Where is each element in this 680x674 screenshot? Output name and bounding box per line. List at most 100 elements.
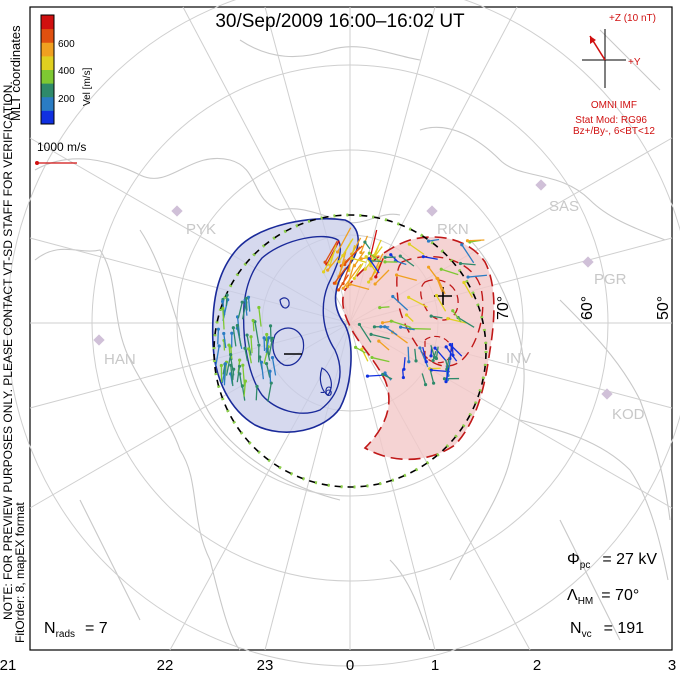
dusk-cell-contour-tail (319, 367, 332, 396)
nvc-subscript: vc (582, 629, 592, 640)
velocity-vector (358, 324, 372, 343)
velocity-vector (223, 363, 227, 386)
dusk-cell-fill (211, 217, 359, 433)
velocity-vector (399, 255, 415, 267)
velocity-vector (353, 262, 364, 279)
velocity-vector (379, 306, 390, 309)
colorbar-segment (41, 83, 54, 98)
dawn-cell-contour-inner (424, 335, 453, 364)
mlt-tick-2: 2 (533, 657, 541, 674)
velocity-vector (391, 320, 411, 328)
imf-condition-label: Bz+/By-, 6<BT<12 (573, 126, 655, 137)
velocity-vector (422, 346, 427, 362)
velocity-vector (429, 370, 435, 384)
velocity-vector (271, 357, 277, 376)
velocity-vector (431, 315, 443, 319)
velocity-colorbar: 600 400 200 Vel [m/s] (40, 14, 93, 125)
nvc-stat: Nvc = 191 (570, 620, 644, 640)
velocity-vector (437, 278, 446, 295)
colorbar-segment (41, 55, 54, 70)
velocity-vector (267, 382, 272, 402)
velocity-vector (346, 263, 355, 287)
mlt-tick-1: 1 (431, 657, 439, 674)
imf-model-label: Stat Mod: RG96 (575, 115, 647, 126)
mlt-tick-23: 23 (257, 657, 274, 674)
velocity-vector (217, 329, 220, 345)
velocity-vector (410, 327, 431, 330)
velocity-vector (430, 344, 436, 358)
nvc-value: = 191 (604, 620, 645, 637)
colorbar-tick-400: 400 (58, 66, 75, 77)
stats-panel: Φpc = 27 kV ΛHM = 70° Nvc = 191 Nrads = 7 (44, 551, 657, 640)
velocity-vector (407, 346, 410, 362)
phi-symbol: Φ (567, 551, 580, 568)
radar-marker-han (93, 334, 105, 346)
lat-label-50: 50° (655, 296, 672, 320)
plot-frame (29, 6, 673, 651)
velocity-vector (337, 227, 352, 253)
velocity-vector (368, 252, 380, 262)
velocity-vector (232, 327, 237, 347)
colorbar-segment (41, 28, 54, 43)
velocity-vector (368, 258, 380, 274)
phi-value: = 27 kV (602, 551, 657, 568)
velocity-vector (452, 310, 462, 323)
imf-source-label: OMNI IMF (591, 100, 637, 111)
mlt-tick-0: 0 (346, 657, 354, 674)
velocity-vector (406, 314, 414, 322)
colorbar-segment (41, 15, 54, 30)
nrads-value: = 7 (85, 620, 108, 637)
velocity-vector (242, 365, 246, 387)
radar-label-sas: SAS (549, 198, 579, 215)
velocity-vector (396, 274, 417, 281)
colorbar-segment (41, 69, 54, 84)
velocity-vector (446, 356, 450, 370)
velocity-vector (369, 260, 382, 263)
vector-origin (219, 363, 223, 368)
velocity-vector (408, 243, 425, 255)
lambda-symbol: Λ (567, 587, 578, 604)
velocity-vector (266, 348, 271, 361)
velocity-vector (244, 348, 249, 362)
velocity-vector (239, 373, 243, 388)
vector-origin (220, 299, 225, 304)
vector-origin (235, 323, 239, 328)
velocity-vector (327, 256, 339, 271)
colorbar-outline (40, 14, 55, 125)
velocity-vector (467, 274, 488, 278)
contour-label: -6 (320, 383, 333, 399)
mlt-tick-3: 3 (668, 657, 676, 674)
velocity-vector (449, 345, 453, 359)
velocity-vector (421, 373, 427, 385)
reference-vector: 1000 m/s (35, 140, 86, 165)
velocity-vector (350, 283, 370, 290)
velocity-vector (432, 350, 437, 361)
colorbar-segment (41, 110, 54, 125)
radar-label-han: HAN (104, 351, 136, 368)
velocity-vector (400, 326, 415, 331)
velocity-vector (230, 346, 233, 359)
velocity-vector (390, 254, 399, 263)
velocity-vector (247, 348, 252, 364)
mlt-axis: 21 22 23 0 1 2 3 (0, 657, 676, 674)
radar-label-pyk: PYK (186, 221, 216, 238)
colorbar-segment (41, 42, 54, 57)
dawn-cell-contour-outer (396, 255, 484, 367)
velocity-vector (215, 345, 220, 366)
velocity-vector (243, 381, 247, 397)
velocity-vector (364, 241, 371, 250)
velocity-vector (265, 363, 271, 378)
velocity-vector (230, 358, 235, 376)
colorbar-tick-200: 200 (58, 94, 75, 105)
velocity-vector (382, 373, 393, 380)
imf-y-label: +Y (628, 57, 641, 68)
velocity-vector (445, 346, 458, 362)
velocity-vector (260, 362, 265, 380)
velocity-vector (461, 244, 475, 264)
velocity-vector (374, 269, 390, 285)
velocity-vector (401, 369, 405, 378)
velocity-vector (342, 263, 362, 289)
nrads-subscript: rads (56, 629, 75, 640)
velocity-vector (351, 257, 367, 263)
velocity-vector (392, 296, 409, 311)
